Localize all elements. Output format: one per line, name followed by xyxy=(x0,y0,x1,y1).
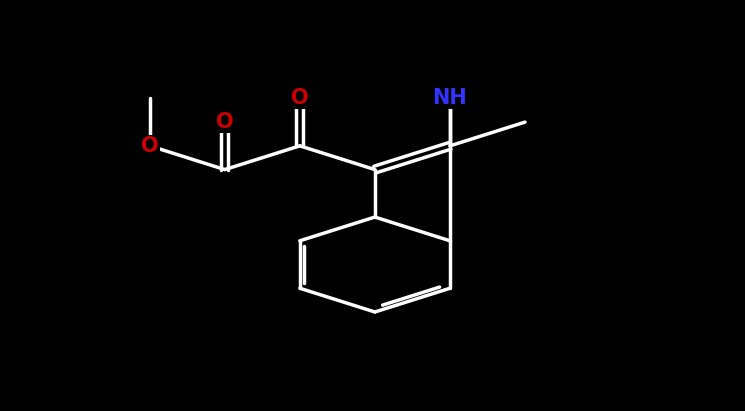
Text: O: O xyxy=(141,136,159,156)
Text: O: O xyxy=(216,112,234,132)
Text: O: O xyxy=(291,88,308,109)
Text: NH: NH xyxy=(433,88,467,109)
